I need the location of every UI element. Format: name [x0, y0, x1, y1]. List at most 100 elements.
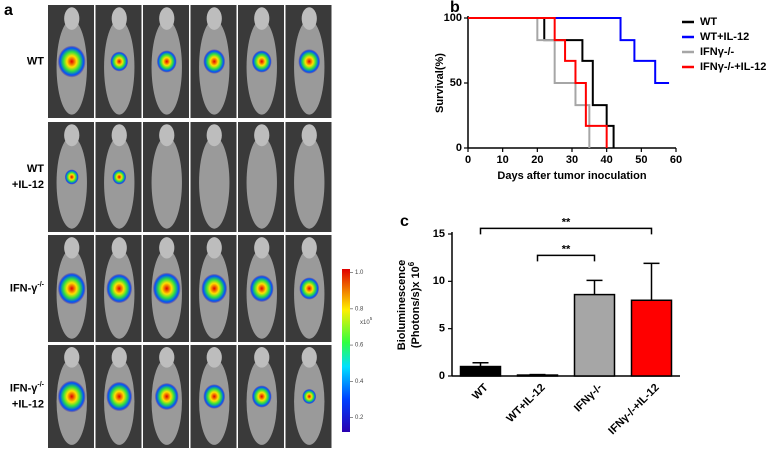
mouse-head — [206, 7, 222, 30]
signal — [299, 277, 320, 300]
mouse-body — [199, 136, 230, 229]
y-axis-label-line1: Bioluminescence — [396, 260, 408, 350]
y-tick-label: 10 — [433, 275, 445, 287]
significance-bracket — [479, 227, 653, 235]
survival-line — [468, 17, 670, 84]
signal — [154, 382, 179, 411]
signal — [110, 51, 129, 72]
mouse-head — [254, 124, 270, 147]
colorbar-unit-base: x10 — [360, 320, 370, 326]
survival-line — [468, 17, 591, 148]
mouse-head — [159, 237, 175, 259]
colorbar-unit-sup: 5 — [370, 316, 373, 321]
mouse-head — [64, 237, 80, 259]
y-tick-label: 0 — [439, 370, 445, 382]
signal — [106, 381, 133, 412]
row-label-sup: -/- — [37, 281, 44, 288]
mouse-head — [301, 237, 317, 259]
x-tick-label: 0 — [465, 154, 471, 166]
x-tick-label: WT+IL-12 — [504, 382, 547, 425]
signal — [249, 274, 274, 303]
mouse-body — [294, 136, 325, 229]
panel-label: c — [400, 213, 409, 230]
colorbar-tick-label: 0.2 — [355, 415, 364, 421]
mouse-head — [159, 124, 175, 147]
signal — [251, 385, 272, 408]
mouse-head — [111, 7, 127, 30]
signal — [57, 380, 86, 413]
row-label: WT — [27, 55, 44, 67]
row-label-sup: -/- — [37, 381, 44, 388]
bar — [573, 293, 616, 377]
signal — [64, 169, 79, 185]
colorbar — [342, 269, 350, 432]
mouse-head — [206, 237, 222, 259]
mouse-head — [254, 237, 270, 259]
mouse-images — [48, 5, 332, 448]
row-label-main: IFN-γ — [10, 282, 38, 294]
signal — [57, 272, 86, 305]
y-axis-label: Survival(%) — [434, 53, 446, 113]
signal — [302, 388, 317, 405]
x-tick-label: WT — [470, 381, 491, 402]
y-axis-label: Bioluminescence (Photons/s)x 106 — [396, 260, 422, 350]
significance-label: ** — [562, 216, 571, 228]
x-tick-label: 10 — [497, 154, 509, 166]
x-tick-label: 30 — [566, 154, 578, 166]
signal — [203, 49, 226, 74]
signal — [106, 273, 133, 304]
signal — [156, 50, 177, 73]
x-tick-label: 20 — [531, 154, 543, 166]
mouse-body — [246, 136, 277, 229]
signal — [112, 169, 127, 185]
bar — [516, 374, 559, 377]
legend-label: WT+IL-12 — [700, 31, 749, 43]
mouse-head — [301, 7, 317, 30]
mouse-head — [206, 347, 222, 368]
colorbar-tick-label: 0.4 — [355, 379, 364, 385]
x-axis-label: Days after tumor inoculation — [497, 170, 646, 182]
mouse-head — [301, 124, 317, 147]
significance-bracket — [536, 254, 596, 262]
colorbar-tick-label: 1.0 — [355, 270, 364, 276]
bar — [459, 365, 502, 377]
mouse-head — [159, 347, 175, 368]
row-label-line2: +IL-12 — [12, 179, 44, 191]
y-tick-label: 50 — [450, 77, 462, 89]
mouse-body — [151, 136, 182, 229]
survival-line — [468, 17, 608, 148]
y-axis-label-line2: (Photons/s)x 10 — [410, 266, 422, 348]
row-label: IFN-γ-/- — [10, 381, 45, 394]
signal — [251, 50, 272, 73]
panel-label: a — [4, 2, 13, 19]
row-label-main: IFN-γ — [10, 382, 38, 394]
x-tick-label: 40 — [601, 154, 613, 166]
x-tick-label: 60 — [670, 154, 682, 166]
colorbar-unit: x105 — [360, 316, 373, 325]
signal — [57, 45, 86, 78]
legend-label: IFNγ-/-+IL-12 — [700, 61, 766, 73]
y-tick-label: 5 — [439, 323, 445, 335]
y-tick-label: 15 — [433, 228, 445, 240]
y-tick-label: 100 — [444, 12, 462, 24]
mouse-head — [111, 237, 127, 259]
signal — [201, 273, 228, 304]
mouse-head — [301, 347, 317, 368]
y-axis-label-sup: 6 — [407, 261, 416, 266]
mouse-head — [64, 124, 80, 147]
significance-label: ** — [562, 243, 571, 255]
row-label: IFN-γ-/- — [10, 281, 45, 294]
y-tick-label: 0 — [456, 142, 462, 154]
panel-label: b — [450, 0, 460, 16]
mouse-head — [64, 347, 80, 368]
mouse-head — [111, 347, 127, 368]
x-tick-label: IFNγ-/-+IL-12 — [606, 382, 661, 437]
legend-label: IFNγ-/- — [700, 46, 735, 58]
mouse-head — [254, 347, 270, 368]
mouse-head — [159, 7, 175, 30]
x-tick-label: IFNγ-/- — [572, 381, 605, 414]
mouse-head — [206, 124, 222, 147]
mouse-head — [64, 7, 80, 30]
mouse-head — [111, 124, 127, 147]
